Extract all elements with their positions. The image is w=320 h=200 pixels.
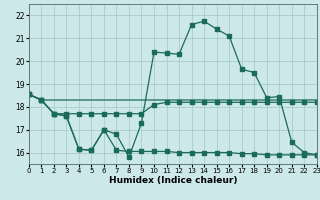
X-axis label: Humidex (Indice chaleur): Humidex (Indice chaleur) [108, 176, 237, 185]
